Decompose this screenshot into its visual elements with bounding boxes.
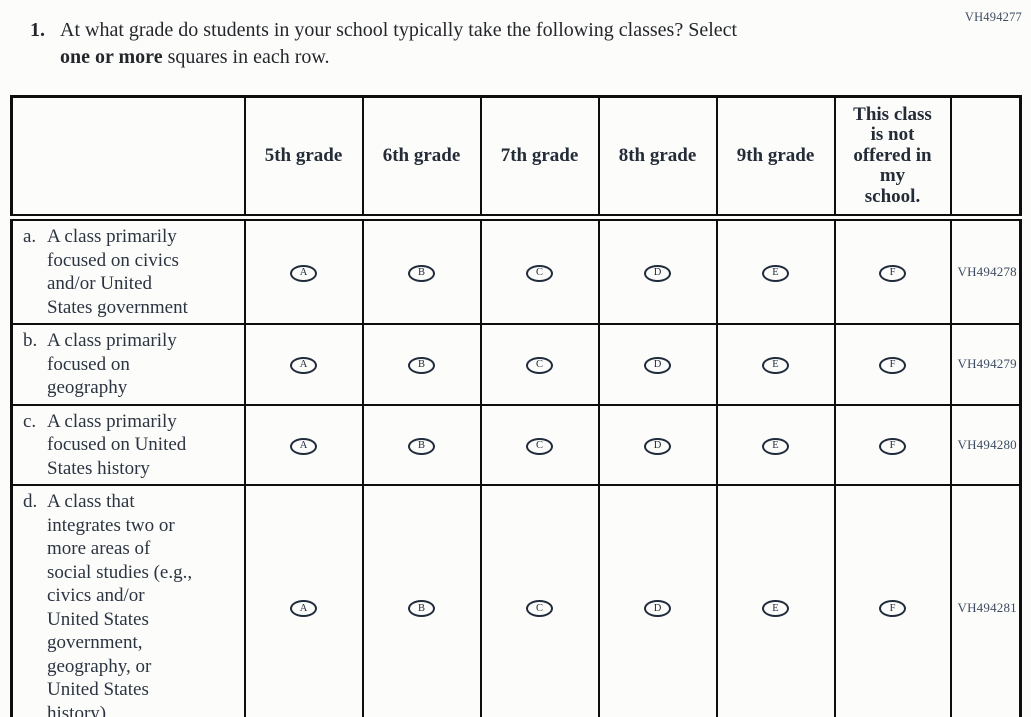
column-header-7th-grade: 7th grade bbox=[479, 95, 600, 221]
row-text-c: A class primarily focused on United Stat… bbox=[47, 410, 187, 479]
cell-b-not-offered: F bbox=[833, 323, 952, 406]
row-prefix-c: c. bbox=[23, 410, 37, 432]
cell-a-7th: C bbox=[479, 216, 600, 325]
row-text-b: A class primarily focused on geography bbox=[47, 330, 177, 398]
header-empty-code-column bbox=[949, 95, 1022, 221]
cell-b-9th: E bbox=[715, 323, 836, 406]
question-number: 1. bbox=[30, 19, 45, 41]
question-line1: At what grade do students in your school… bbox=[60, 19, 738, 41]
cell-c-5th: A bbox=[243, 403, 364, 486]
row-code-c: VH494280 bbox=[949, 403, 1022, 486]
option-bubble-b-B[interactable]: B bbox=[408, 357, 435, 375]
option-bubble-c-A[interactable]: A bbox=[290, 437, 317, 455]
option-bubble-a-D[interactable]: D bbox=[644, 264, 671, 282]
cell-d-8th: D bbox=[597, 484, 718, 717]
row-prefix-b: b. bbox=[23, 330, 38, 351]
column-header-5th-grade: 5th grade bbox=[243, 95, 364, 221]
option-bubble-d-A[interactable]: A bbox=[290, 600, 317, 618]
cell-c-6th: B bbox=[361, 403, 482, 486]
column-header-8th-grade: 8th grade bbox=[597, 95, 718, 221]
question-emphasis: one or more bbox=[60, 46, 163, 68]
column-header-9th-grade: 9th grade bbox=[715, 95, 836, 221]
row-code-d: VH494281 bbox=[949, 484, 1022, 717]
cell-d-9th: E bbox=[715, 484, 836, 717]
option-bubble-b-E[interactable]: E bbox=[762, 357, 789, 375]
cell-d-5th: A bbox=[243, 484, 364, 717]
row-label-a: a. A class primarily focused on civics a… bbox=[10, 216, 246, 325]
question-block: 1. At what grade do students in your sch… bbox=[30, 17, 920, 71]
option-bubble-a-B[interactable]: B bbox=[408, 264, 435, 282]
cell-a-9th: E bbox=[715, 216, 836, 325]
cell-a-5th: A bbox=[243, 216, 364, 325]
row-label-b: b. A class primarily focused on geograph… bbox=[10, 323, 246, 406]
cell-d-7th: C bbox=[479, 484, 600, 717]
not-offered-text: This class is not offered in my school. bbox=[853, 103, 932, 207]
column-header-6th-grade: 6th grade bbox=[361, 95, 482, 221]
option-bubble-d-B[interactable]: B bbox=[408, 600, 435, 618]
row-label-d: d. A class that integrates two or more a… bbox=[10, 484, 246, 717]
cell-a-6th: B bbox=[361, 216, 482, 325]
row-code-b: VH494279 bbox=[949, 323, 1022, 406]
option-bubble-b-F[interactable]: F bbox=[879, 357, 906, 375]
option-bubble-b-D[interactable]: D bbox=[644, 357, 671, 375]
cell-d-6th: B bbox=[361, 484, 482, 717]
option-bubble-a-A[interactable]: A bbox=[290, 264, 317, 282]
column-header-not-offered: This class is not offered in my school. bbox=[833, 95, 952, 221]
row-text-d: A class that integrates two or more area… bbox=[47, 491, 193, 717]
option-bubble-c-E[interactable]: E bbox=[762, 437, 789, 455]
row-text-a: A class primarily focused on civics and/… bbox=[47, 226, 188, 318]
option-bubble-d-D[interactable]: D bbox=[644, 600, 671, 618]
cell-c-7th: C bbox=[479, 403, 600, 486]
option-bubble-a-E[interactable]: E bbox=[762, 264, 789, 282]
option-bubble-b-A[interactable]: A bbox=[290, 357, 317, 375]
cell-c-8th: D bbox=[597, 403, 718, 486]
cell-b-6th: B bbox=[361, 323, 482, 406]
option-bubble-d-C[interactable]: C bbox=[526, 600, 553, 618]
row-code-a: VH494278 bbox=[949, 216, 1022, 325]
table-row-c: c. A class primarily focused on United S… bbox=[10, 403, 1022, 486]
page-accession-code: VH494277 bbox=[964, 10, 1022, 24]
row-prefix-a: a. bbox=[23, 226, 37, 247]
table-row-d: d. A class that integrates two or more a… bbox=[10, 484, 1022, 717]
cell-b-5th: A bbox=[243, 323, 364, 406]
option-bubble-a-C[interactable]: C bbox=[526, 264, 553, 282]
row-label-c: c. A class primarily focused on United S… bbox=[10, 403, 246, 486]
header-row: 5th grade 6th grade 7th grade 8th grade … bbox=[10, 95, 1022, 221]
cell-b-7th: C bbox=[479, 323, 600, 406]
option-bubble-d-F[interactable]: F bbox=[879, 600, 906, 618]
option-bubble-a-F[interactable]: F bbox=[879, 264, 906, 282]
cell-c-9th: E bbox=[715, 403, 836, 486]
cell-a-not-offered: F bbox=[833, 216, 952, 325]
table-row-a: a. A class primarily focused on civics a… bbox=[10, 216, 1022, 325]
option-bubble-c-B[interactable]: B bbox=[408, 437, 435, 455]
option-bubble-c-F[interactable]: F bbox=[879, 437, 906, 455]
header-empty-corner bbox=[10, 95, 246, 221]
row-prefix-d: d. bbox=[23, 491, 38, 512]
option-bubble-b-C[interactable]: C bbox=[526, 357, 553, 375]
option-bubble-c-C[interactable]: C bbox=[526, 437, 553, 455]
question-line2-rest: squares in each row. bbox=[162, 46, 330, 68]
question-text: At what grade do students in your school… bbox=[60, 17, 920, 71]
cell-c-not-offered: F bbox=[833, 403, 952, 486]
option-bubble-d-E[interactable]: E bbox=[762, 600, 789, 618]
table-row-b: b. A class primarily focused on geograph… bbox=[10, 323, 1022, 406]
option-bubble-c-D[interactable]: D bbox=[644, 437, 671, 455]
cell-b-8th: D bbox=[597, 323, 718, 406]
cell-a-8th: D bbox=[597, 216, 718, 325]
grade-selection-table: 5th grade 6th grade 7th grade 8th grade … bbox=[10, 95, 1022, 717]
cell-d-not-offered: F bbox=[833, 484, 952, 717]
